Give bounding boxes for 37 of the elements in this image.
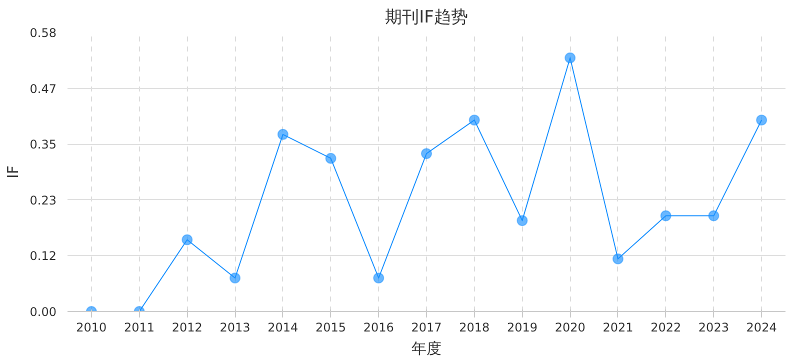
x-tick-label: 2024: [746, 320, 777, 334]
x-tick-label: 2011: [124, 320, 155, 334]
x-tick-label: 2022: [650, 320, 682, 334]
x-tick-label: 2016: [363, 320, 394, 334]
point: [708, 210, 720, 222]
y-tick-label: 0.47: [30, 82, 56, 96]
point: [468, 114, 480, 126]
y-tick-label: 0.23: [30, 193, 56, 208]
point: [756, 114, 768, 126]
point: [660, 210, 672, 222]
x-tick-label: 2010: [76, 320, 107, 334]
y-tick-label: 0.12: [30, 249, 56, 264]
point: [182, 234, 193, 246]
y-tick-label: 0.35: [30, 138, 56, 152]
y-tick-label: 0.00: [30, 305, 56, 319]
point: [421, 148, 432, 160]
point: [612, 253, 624, 264]
x-tick-label: 2017: [411, 320, 442, 334]
x-tick-label: 2019: [506, 320, 538, 334]
x-tick-label: 2018: [459, 320, 490, 334]
x-tick-label: 2015: [315, 320, 346, 334]
x-tick-label: 2023: [698, 320, 729, 334]
x-tick-label: 2020: [554, 320, 586, 334]
x-tick-label: 2021: [602, 320, 634, 334]
point: [516, 215, 528, 226]
chart-title: 期刊IF趋势: [385, 8, 468, 28]
x-tick-label: 2013: [220, 320, 250, 334]
point: [230, 272, 241, 284]
x-tick-label: 2014: [268, 320, 298, 334]
y-tick-label: 0.58: [30, 26, 56, 40]
x-axis-title: 年度: [412, 340, 442, 358]
y-axis-title: IF: [4, 165, 22, 179]
point: [564, 52, 576, 64]
point: [373, 272, 384, 284]
point: [325, 152, 336, 164]
x-tick-label: 2012: [172, 320, 202, 334]
point: [277, 128, 288, 140]
